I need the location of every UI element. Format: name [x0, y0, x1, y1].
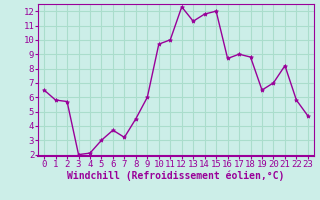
X-axis label: Windchill (Refroidissement éolien,°C): Windchill (Refroidissement éolien,°C) — [67, 171, 285, 181]
